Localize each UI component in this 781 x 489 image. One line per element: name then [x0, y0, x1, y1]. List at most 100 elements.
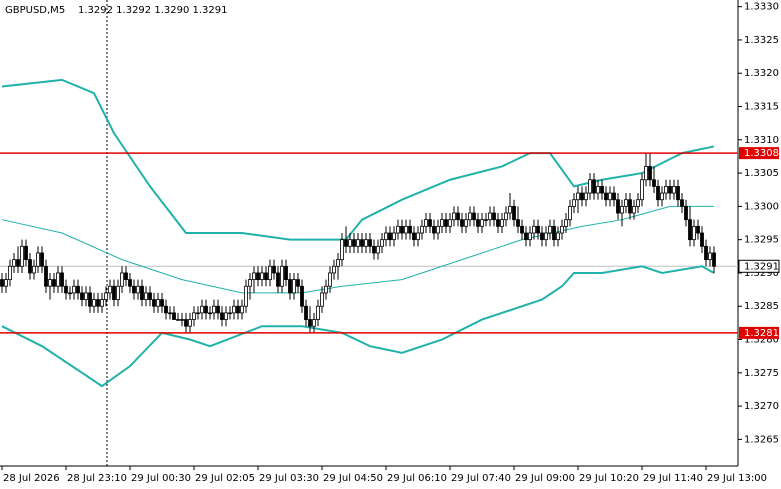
- ohlc-info: 1.3292 1.3292 1.3290 1.3291: [78, 5, 228, 16]
- x-tick-label: 29 Jul 02:05: [195, 473, 255, 484]
- candle-body: [452, 212, 456, 221]
- candle-body: [500, 219, 504, 227]
- candle-body: [156, 299, 160, 307]
- candle-body: [708, 252, 712, 261]
- candle-body: [316, 305, 320, 320]
- y-tick-label: 1.3300: [744, 201, 779, 212]
- y-tick-label: 1.3270: [744, 401, 779, 412]
- candle-body: [584, 192, 588, 201]
- candle-body: [524, 232, 528, 241]
- candle-body: [24, 245, 28, 261]
- candle-body: [352, 239, 356, 247]
- x-tick-label: 29 Jul 10:20: [579, 473, 639, 484]
- candle-body: [240, 305, 244, 314]
- x-tick-label: 29 Jul 03:30: [259, 473, 319, 484]
- candle-body: [676, 185, 680, 201]
- candle-body: [324, 285, 328, 294]
- candle-body: [492, 212, 496, 221]
- candle-body: [552, 225, 556, 241]
- candle-body: [660, 192, 664, 201]
- candle-body: [40, 252, 44, 267]
- candle-body: [184, 319, 188, 327]
- price-box: [739, 147, 779, 160]
- candle-body: [232, 305, 236, 314]
- candle-body: [700, 232, 704, 247]
- candle-body: [216, 305, 220, 314]
- candle-body: [512, 205, 516, 221]
- y-tick-label: 1.3310: [744, 135, 779, 146]
- candle-body: [100, 299, 104, 307]
- candle-body: [656, 185, 660, 201]
- candle-body: [136, 285, 140, 294]
- candle-body: [476, 219, 480, 227]
- candle-body: [116, 285, 120, 300]
- price-box-label: 1.3308: [744, 148, 779, 159]
- candle-body: [328, 272, 332, 287]
- candle-body: [228, 312, 232, 315]
- candle-body: [16, 259, 20, 267]
- candle-body: [108, 285, 112, 294]
- candle-body: [544, 232, 548, 241]
- candle-body: [52, 279, 56, 287]
- candle-body: [340, 239, 344, 261]
- candle-body: [564, 219, 568, 227]
- candle-body: [632, 205, 636, 214]
- candle-body: [224, 312, 228, 320]
- candle-body: [208, 312, 212, 315]
- candle-body: [4, 279, 8, 287]
- candle-body: [0, 279, 4, 287]
- x-tick-label: 29 Jul 11:40: [643, 473, 703, 484]
- candle-body: [608, 192, 612, 201]
- x-tick-label: 29 Jul 13:00: [707, 473, 767, 484]
- candle-body: [380, 239, 384, 247]
- candle-body: [192, 312, 196, 320]
- candle-body: [588, 179, 592, 194]
- candle-body: [96, 299, 100, 307]
- y-tick-label: 1.3325: [744, 35, 779, 46]
- candle-body: [188, 319, 192, 327]
- y-tick-label: 1.3315: [744, 102, 779, 113]
- candle-body: [348, 239, 352, 247]
- candle-body: [28, 259, 32, 274]
- candle-body: [20, 245, 24, 267]
- candle-body: [568, 205, 572, 221]
- candle-body: [344, 239, 348, 247]
- y-tick-label: 1.3280: [744, 335, 779, 346]
- candle-body: [296, 279, 300, 287]
- candle-body: [140, 285, 144, 300]
- candle-body: [612, 192, 616, 201]
- candle-body: [60, 272, 64, 287]
- candle-body: [516, 219, 520, 227]
- candle-body: [384, 232, 388, 241]
- candle-body: [220, 312, 224, 320]
- candle-body: [336, 259, 340, 267]
- candle-body: [368, 239, 372, 247]
- candle-body: [448, 219, 452, 227]
- candle-body: [48, 279, 52, 287]
- candle-body: [560, 225, 564, 234]
- candle-body: [420, 225, 424, 234]
- current-price-box: [738, 259, 780, 273]
- candle-body: [672, 185, 676, 194]
- y-tick-label: 1.3275: [744, 368, 779, 379]
- candle-body: [548, 225, 552, 234]
- candle-body: [80, 292, 84, 300]
- candle-body: [196, 312, 200, 315]
- candle-body: [292, 279, 296, 294]
- candle-body: [628, 199, 632, 214]
- candle-body: [408, 225, 412, 234]
- candle-body: [504, 212, 508, 221]
- candle-body: [404, 225, 408, 234]
- bollinger-band: [1, 265, 715, 388]
- candle-body: [332, 265, 336, 274]
- candle-body: [528, 232, 532, 241]
- price-box: [739, 326, 779, 339]
- candle-body: [308, 319, 312, 327]
- candle-body: [364, 239, 368, 247]
- x-tick-label: 29 Jul 06:10: [387, 473, 447, 484]
- candle-body: [616, 199, 620, 214]
- candle-body: [8, 265, 12, 280]
- candle-body: [36, 252, 40, 267]
- candle-body: [144, 292, 148, 300]
